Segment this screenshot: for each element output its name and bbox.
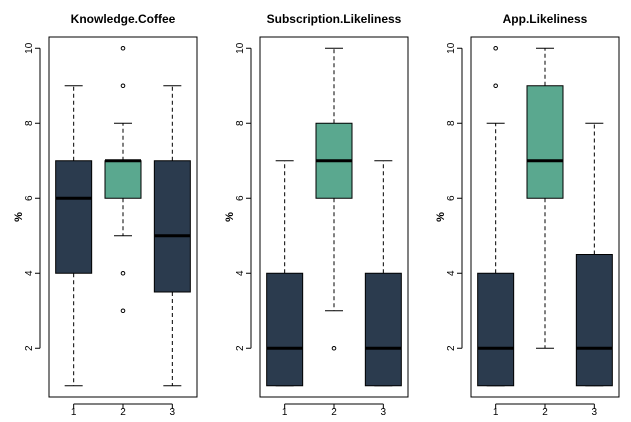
outlier-point: [493, 45, 498, 51]
y-tick-label: 8: [24, 120, 35, 126]
box-2: [104, 45, 142, 314]
outlier-point: [120, 270, 126, 276]
box-3: [364, 160, 402, 387]
x-tick-label: 1: [282, 407, 288, 418]
y-axis-label: %: [224, 212, 236, 222]
box-body: [364, 272, 402, 387]
box-body: [526, 85, 564, 199]
plot-frame: [470, 36, 620, 398]
y-tick-label: 4: [24, 270, 35, 276]
outlier-point: [120, 308, 126, 314]
x-tick-label: 3: [592, 407, 598, 418]
x-tick-label: 2: [331, 407, 337, 418]
box-1: [266, 160, 304, 387]
y-axis-label: %: [435, 212, 447, 222]
box-body: [575, 254, 613, 387]
y-tick-label: 10: [24, 42, 35, 54]
chart-title: Subscription.Likeliness: [267, 12, 402, 26]
y-tick-label: 6: [24, 195, 35, 201]
x-tick-label: 2: [120, 407, 126, 418]
x-tick-label: 2: [542, 407, 548, 418]
box-2: [315, 47, 353, 351]
plot-frame: [48, 36, 198, 398]
box-3: [575, 122, 613, 387]
box-3: [153, 85, 191, 387]
box-body: [153, 160, 191, 293]
y-tick-label: 10: [235, 42, 246, 54]
x-tick-label: 1: [71, 407, 77, 418]
y-tick-label: 2: [24, 345, 35, 351]
y-tick-label: 4: [446, 270, 457, 276]
box-body: [477, 272, 515, 387]
chart-title: App.Likeliness: [503, 12, 588, 26]
x-tick-label: 3: [381, 407, 387, 418]
chart-title: Knowledge.Coffee: [71, 12, 176, 26]
box-body: [266, 272, 304, 387]
box-2: [526, 47, 564, 349]
y-tick-label: 2: [446, 345, 457, 351]
y-tick-label: 2: [235, 345, 246, 351]
x-tick-label: 3: [170, 407, 176, 418]
outlier-point: [493, 83, 498, 89]
outlier-point: [120, 45, 126, 51]
outlier-point: [120, 83, 126, 89]
y-tick-label: 8: [446, 120, 457, 126]
y-tick-label: 4: [235, 270, 246, 276]
box-1: [477, 45, 515, 387]
outlier-point: [331, 345, 337, 351]
y-tick-label: 10: [446, 42, 457, 54]
y-tick-label: 6: [235, 195, 246, 201]
y-axis-label: %: [13, 212, 25, 222]
x-tick-label: 1: [493, 407, 499, 418]
box-body: [55, 160, 93, 274]
plot-frame: [259, 36, 409, 398]
y-tick-label: 6: [446, 195, 457, 201]
y-tick-label: 8: [235, 120, 246, 126]
box-body: [104, 160, 142, 199]
box-1: [55, 85, 93, 387]
